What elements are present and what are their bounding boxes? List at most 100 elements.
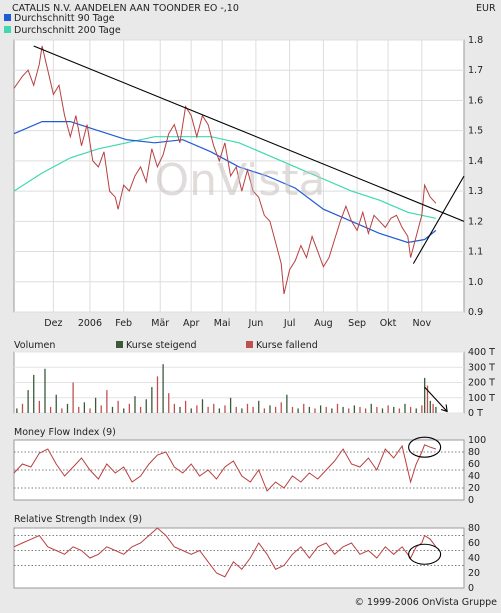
x-tick-label: Feb xyxy=(115,318,132,329)
volume-bar xyxy=(123,408,124,413)
x-tick-label: Mai xyxy=(214,318,231,329)
x-tick-label: 2006 xyxy=(78,318,102,329)
volume-bar xyxy=(224,405,225,413)
y-tick-label: 60 xyxy=(468,459,480,470)
x-tick-label: Mär xyxy=(151,318,169,329)
volume-bar xyxy=(416,408,417,413)
watermark: OnVista xyxy=(154,155,325,206)
volume-bar xyxy=(84,402,85,413)
volume-bar xyxy=(95,398,96,413)
volume-bar xyxy=(435,407,436,413)
y-tick-label: 300 T xyxy=(468,362,495,373)
y-tick-label: 200 T xyxy=(468,378,495,389)
plot-area xyxy=(14,528,464,588)
volume-bar xyxy=(140,407,141,413)
volume-bar xyxy=(185,401,186,413)
volume-bar xyxy=(275,407,276,413)
volume-bar xyxy=(421,405,422,413)
x-tick-label: Jun xyxy=(247,318,263,329)
volume-bar xyxy=(297,408,298,413)
volume-bar xyxy=(230,398,231,413)
volume-bar xyxy=(146,399,147,413)
volume-bar xyxy=(236,407,237,413)
volume-bar xyxy=(134,396,135,413)
y-tick-label: 0.9 xyxy=(468,307,483,318)
volume-bar xyxy=(112,407,113,413)
y-tick-label: 80 xyxy=(468,523,480,534)
volume-bar xyxy=(252,407,253,413)
volume-bar xyxy=(399,408,400,413)
volume-bar xyxy=(320,405,321,413)
x-tick-label: Jul xyxy=(283,318,295,329)
volume-bar xyxy=(432,404,433,413)
volume-bar xyxy=(404,404,405,413)
volume-bar xyxy=(191,408,192,413)
y-tick-label: 1.7 xyxy=(468,65,483,76)
currency-label: EUR xyxy=(476,3,496,14)
volume-bar xyxy=(348,408,349,413)
volume-bar xyxy=(106,390,107,413)
volume-bar xyxy=(56,395,57,413)
y-tick-label: 0 T xyxy=(468,408,483,419)
volume-bar xyxy=(151,387,152,413)
legend-label-ma200: Durchschnitt 200 Tage xyxy=(14,25,121,36)
volume-bar xyxy=(168,393,169,413)
volume-bar xyxy=(342,407,343,413)
volume-bar xyxy=(196,405,197,413)
y-tick-label: 60 xyxy=(468,538,480,549)
y-tick-label: 1.6 xyxy=(468,95,483,106)
volume-bar xyxy=(309,407,310,413)
legend-label-ma90: Durchschnitt 90 Tage xyxy=(14,13,115,24)
y-tick-label: 0 xyxy=(468,583,474,594)
x-tick-label: Aug xyxy=(314,318,333,329)
volume-bar xyxy=(179,407,180,413)
y-tick-label: 0 xyxy=(468,495,474,506)
volume-bar xyxy=(410,407,411,413)
volume-bar xyxy=(219,408,220,413)
volume-bar xyxy=(258,401,259,413)
volume-bar xyxy=(303,404,304,413)
volume-bar xyxy=(376,407,377,413)
volume-bar xyxy=(264,408,265,413)
legend-swatch-ma200 xyxy=(4,26,11,33)
y-tick-label: 100 xyxy=(468,435,486,446)
y-tick-label: 1.2 xyxy=(468,216,483,227)
volume-bar xyxy=(162,364,163,413)
volume-bar xyxy=(27,390,28,413)
volume-bar xyxy=(67,404,68,413)
legend-label-fallend: Kurse fallend xyxy=(256,340,318,351)
volume-bar xyxy=(337,404,338,413)
mfi-panel: 020406080100 xyxy=(14,435,486,506)
copyright: © 1999-2006 OnVista Gruppe xyxy=(355,597,498,608)
volume-bar xyxy=(382,408,383,413)
volume-bar xyxy=(393,407,394,413)
y-tick-label: 1.5 xyxy=(468,126,483,137)
volume-bar xyxy=(78,407,79,413)
x-tick-label: Dez xyxy=(44,318,62,329)
y-tick-label: 40 xyxy=(468,471,480,482)
volume-bar xyxy=(371,404,372,413)
x-tick-label: Okt xyxy=(380,318,397,329)
y-tick-label: 1.4 xyxy=(468,156,483,167)
y-tick-label: 20 xyxy=(468,483,480,494)
volume-bar xyxy=(50,407,51,413)
y-tick-label: 20 xyxy=(468,568,480,579)
y-tick-label: 1.8 xyxy=(468,35,483,46)
mfi-title: Money Flow Index (9) xyxy=(14,427,116,438)
legend-label-steigend: Kurse steigend xyxy=(126,340,197,351)
volume-bar xyxy=(33,375,34,413)
legend-swatch-steigend xyxy=(116,341,123,348)
y-tick-label: 80 xyxy=(468,447,480,458)
volume-bar xyxy=(22,404,23,413)
volume-bar xyxy=(430,401,431,413)
volume-bar xyxy=(129,404,130,413)
volume-bar xyxy=(424,378,425,413)
volume-bar xyxy=(354,405,355,413)
volume-bar xyxy=(202,399,203,413)
volume-bar xyxy=(331,408,332,413)
x-tick-label: Apr xyxy=(183,318,200,329)
volume-bar xyxy=(44,369,45,413)
volume-title: Volumen xyxy=(14,340,55,351)
